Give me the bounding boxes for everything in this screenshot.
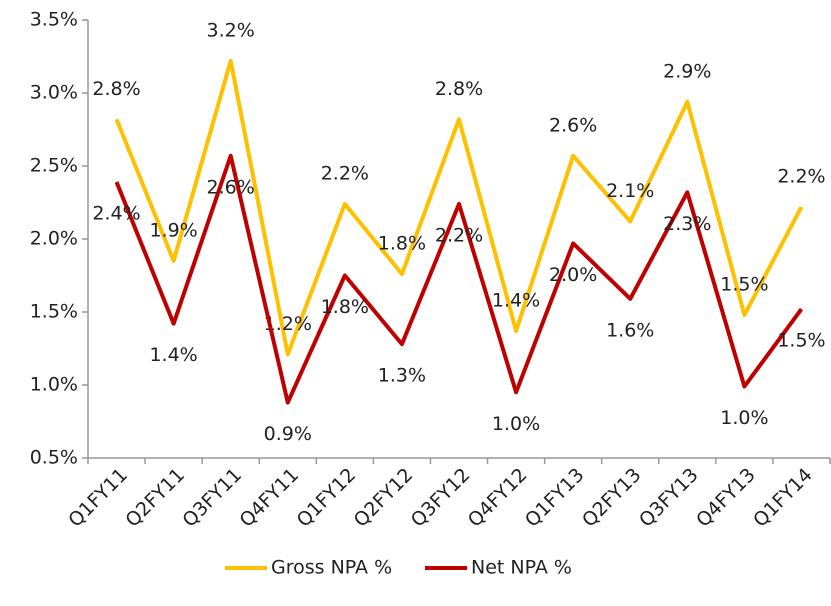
data-label: 1.8% bbox=[378, 233, 426, 255]
x-tick-label: Q2FY11 bbox=[121, 464, 189, 532]
y-tick-label: 1.0% bbox=[30, 374, 78, 396]
x-tick-label: Q4FY12 bbox=[464, 464, 532, 532]
x-tick-label: Q1FY13 bbox=[521, 464, 589, 532]
x-tick-label: Q1FY11 bbox=[64, 464, 132, 532]
line bbox=[114, 58, 804, 357]
y-tick-label: 3.5% bbox=[30, 9, 78, 31]
data-label: 2.8% bbox=[435, 78, 483, 100]
x-tick-label: Q2FY12 bbox=[350, 464, 418, 532]
data-label: 2.1% bbox=[606, 180, 654, 202]
data-label: 1.3% bbox=[378, 365, 426, 387]
x-tick-label: Q4FY11 bbox=[235, 464, 303, 532]
data-label: 2.9% bbox=[663, 60, 711, 82]
data-label: 2.4% bbox=[92, 203, 140, 225]
x-tick-label: Q3FY13 bbox=[635, 464, 703, 532]
data-label: 3.2% bbox=[207, 19, 255, 41]
data-label: 2.0% bbox=[549, 264, 597, 286]
data-label: 1.0% bbox=[492, 413, 540, 435]
y-tick-label: 2.5% bbox=[30, 155, 78, 177]
data-label: 2.3% bbox=[663, 213, 711, 235]
x-tick-label: Q3FY11 bbox=[178, 464, 246, 532]
data-label: 2.6% bbox=[207, 176, 255, 198]
x-tick-label: Q2FY13 bbox=[578, 464, 646, 532]
legend-label: Net NPA % bbox=[471, 557, 572, 579]
data-label: 1.0% bbox=[720, 407, 768, 429]
data-label: 2.2% bbox=[777, 165, 825, 187]
data-label: 1.5% bbox=[777, 330, 825, 352]
legend-label: Gross NPA % bbox=[271, 557, 392, 579]
y-tick-label: 3.0% bbox=[30, 82, 78, 104]
data-label: 2.6% bbox=[549, 114, 597, 136]
data-label: 2.2% bbox=[435, 224, 483, 246]
x-tick-label: Q3FY12 bbox=[407, 464, 475, 532]
line bbox=[114, 153, 804, 405]
data-label: 1.4% bbox=[492, 289, 540, 311]
data-label: 1.6% bbox=[606, 319, 654, 341]
y-tick-label: 1.5% bbox=[30, 301, 78, 323]
data-label: 1.9% bbox=[149, 219, 197, 241]
x-tick-label: Q4FY13 bbox=[692, 464, 760, 532]
data-label: 1.4% bbox=[149, 344, 197, 366]
data-label: 1.2% bbox=[264, 313, 312, 335]
data-label: 1.8% bbox=[321, 296, 369, 318]
data-label: 2.2% bbox=[321, 162, 369, 184]
x-tick-label: Q1FY12 bbox=[293, 464, 361, 532]
x-tick-label: Q1FY14 bbox=[749, 464, 817, 532]
y-tick-label: 0.5% bbox=[30, 447, 78, 469]
data-label: 2.8% bbox=[92, 78, 140, 100]
data-label: 0.9% bbox=[264, 423, 312, 445]
data-label: 1.5% bbox=[720, 273, 768, 295]
y-tick-label: 2.0% bbox=[30, 228, 78, 250]
